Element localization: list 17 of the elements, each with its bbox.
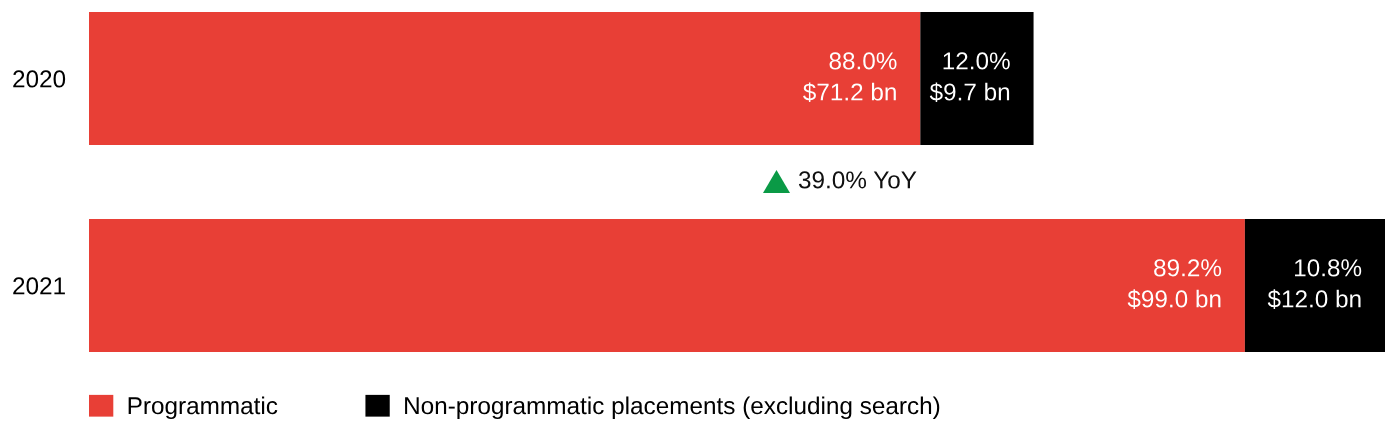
- legend-label: Programmatic: [128, 396, 278, 420]
- annotation: 12.0%: [943, 52, 1010, 70]
- annotation: 10.8%: [1295, 259, 1362, 277]
- y-tick-label: 2020: [13, 70, 66, 88]
- annotation: 88.0%: [829, 52, 897, 70]
- bar: [920, 12, 1034, 146]
- bar: [89, 218, 1245, 352]
- bar: [89, 12, 921, 146]
- y-tick-label: 2021: [13, 277, 65, 295]
- annotation: 89.2%: [1154, 259, 1222, 277]
- data-label: $99.0 bn: [1127, 289, 1221, 309]
- bar: [1244, 218, 1385, 352]
- data-label: $12.0 bn: [1267, 289, 1361, 309]
- data-label: $9.7 bn: [929, 82, 1010, 103]
- data-label: $71.2 bn: [803, 82, 896, 103]
- legend-label: Non-programmatic placements (excluding search): [405, 396, 940, 420]
- annotation: 39.0% YoY: [798, 171, 917, 189]
